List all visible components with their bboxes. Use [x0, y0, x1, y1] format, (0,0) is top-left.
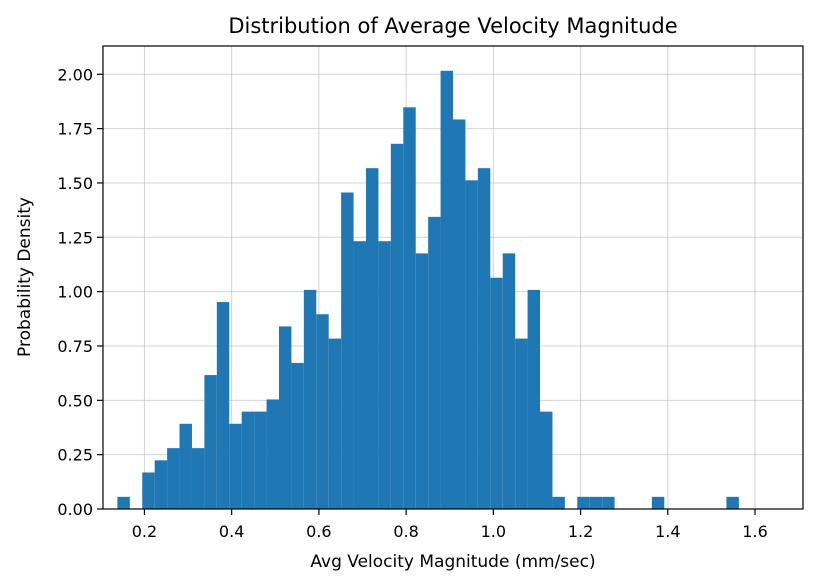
y-tick-label: 0.50	[57, 391, 93, 410]
histogram-bar	[303, 289, 317, 509]
histogram-bar	[490, 277, 503, 509]
histogram-bar	[241, 411, 255, 509]
histogram-bar	[353, 241, 366, 509]
histogram-bar	[117, 496, 130, 509]
x-tick-label: 1.0	[481, 522, 506, 541]
histogram-bar	[291, 362, 304, 509]
histogram-bar	[428, 216, 441, 509]
histogram-bar	[540, 411, 553, 509]
histogram-bar	[577, 496, 590, 509]
histogram-bar	[502, 253, 516, 509]
plot-frame	[102, 45, 804, 510]
histogram-bar	[229, 423, 242, 509]
histogram-bar	[390, 143, 404, 509]
histogram-bar	[465, 180, 478, 509]
y-axis-ticks: 0.00 0.25 0.50 0.75 1.00 1.25 1.50 1.75 2.00	[57, 65, 103, 519]
histogram-bar	[602, 496, 615, 509]
histogram-bar	[453, 119, 466, 509]
histogram-bars	[117, 70, 739, 510]
x-tick-label: 0.4	[219, 522, 244, 541]
x-tick-label: 0.8	[393, 522, 418, 541]
x-tick-label: 0.2	[132, 522, 157, 541]
histogram-bar	[278, 326, 292, 509]
x-axis-ticks: 0.2 0.4 0.6 0.8 1.0 1.2 1.4 1.6	[132, 509, 768, 541]
histogram-bar	[167, 448, 180, 509]
histogram-bar	[589, 496, 603, 509]
histogram-bar	[204, 375, 217, 509]
histogram-bar	[415, 253, 429, 509]
y-tick-label: 1.50	[57, 174, 93, 193]
histogram-bar	[316, 314, 329, 509]
histogram-bar	[341, 192, 354, 509]
x-tick-label: 1.2	[568, 522, 593, 541]
histogram-bar	[477, 168, 491, 509]
y-tick-label: 1.25	[57, 228, 93, 247]
histogram-bar	[142, 472, 155, 509]
histogram-bar	[651, 496, 665, 509]
y-tick-label: 0.25	[57, 446, 93, 465]
histogram-bar	[527, 289, 541, 509]
histogram-bar	[254, 411, 267, 509]
histogram-bar	[216, 302, 230, 509]
y-axis-label: Probability Density	[15, 197, 35, 357]
histogram-bar	[179, 423, 192, 509]
y-tick-label: 1.75	[57, 120, 93, 139]
histogram-bar	[328, 338, 342, 509]
chart-title: Distribution of Average Velocity Magnitu…	[228, 14, 677, 38]
x-tick-label: 0.6	[306, 522, 331, 541]
y-tick-label: 2.00	[57, 65, 93, 84]
x-axis-label: Avg Velocity Magnitude (mm/sec)	[310, 552, 595, 572]
y-tick-label: 0.75	[57, 337, 93, 356]
histogram-bar	[403, 107, 416, 510]
x-tick-label: 1.4	[655, 522, 680, 541]
x-tick-label: 1.6	[742, 522, 767, 541]
y-tick-label: 1.00	[57, 283, 93, 302]
histogram-bar	[378, 241, 391, 509]
histogram-bar	[515, 338, 528, 509]
y-tick-label: 0.00	[57, 500, 93, 519]
histogram-bar	[552, 496, 565, 509]
histogram-bar	[726, 496, 739, 509]
histogram-bar	[154, 460, 168, 509]
histogram-bar	[440, 70, 453, 510]
histogram-bar	[365, 168, 379, 509]
histogram-bar	[266, 399, 279, 509]
histogram-bar	[191, 448, 205, 509]
